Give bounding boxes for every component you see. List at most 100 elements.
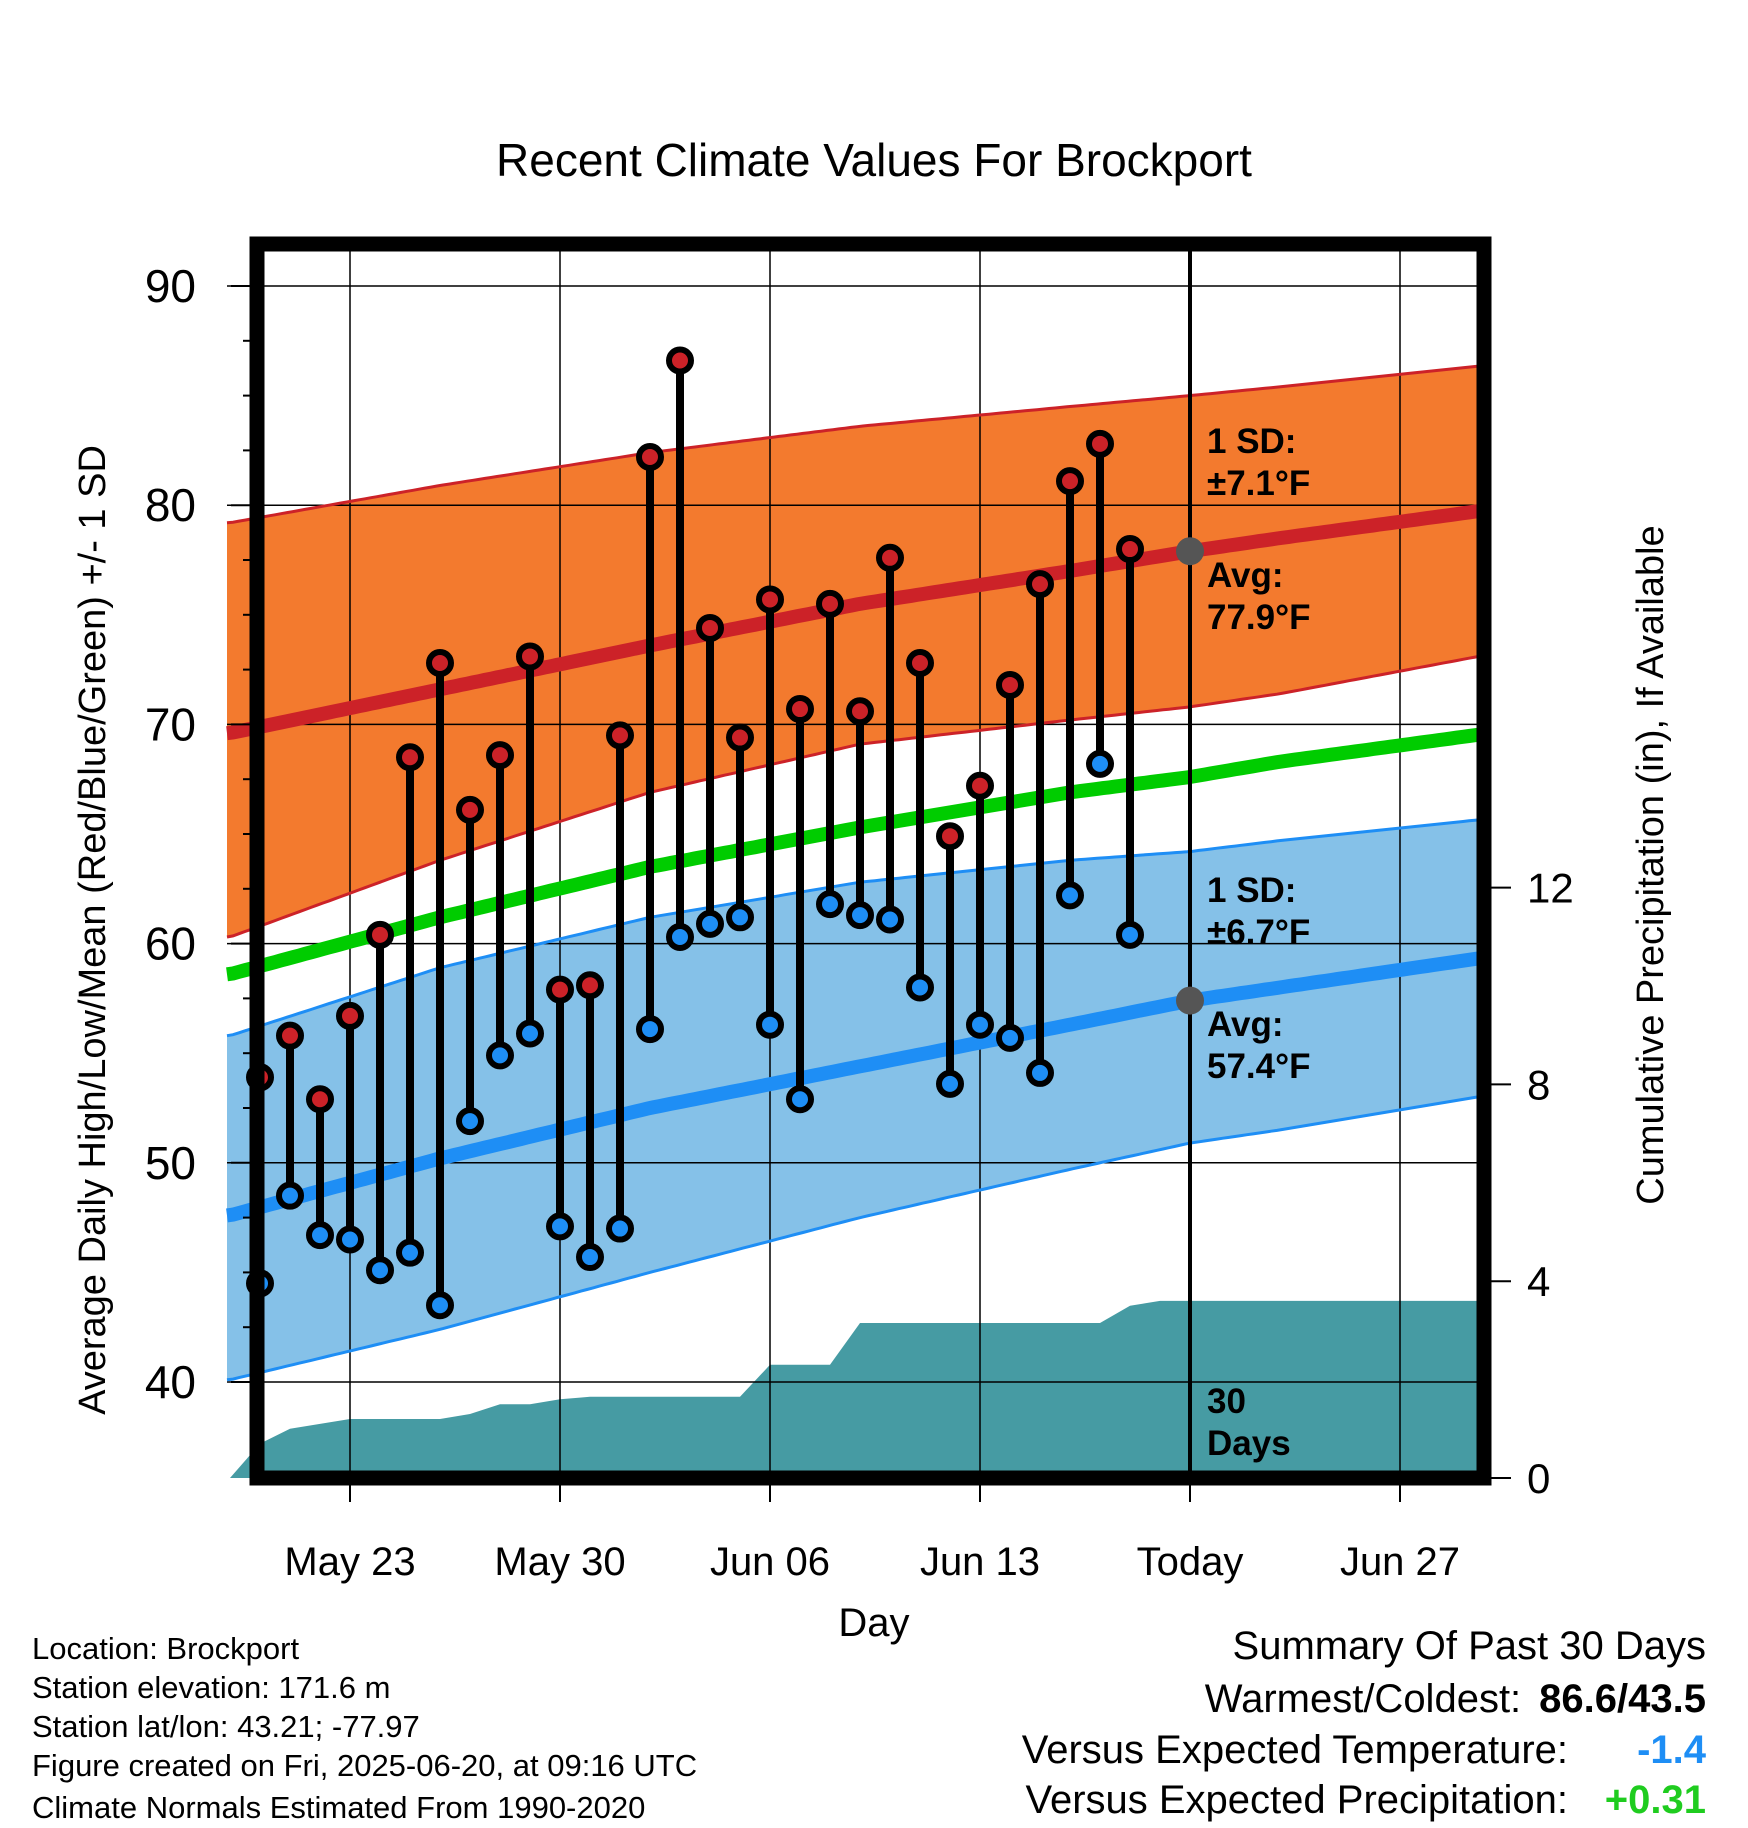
- x-axis-label: Day: [838, 1601, 909, 1645]
- days-annotation-value: Days: [1207, 1424, 1291, 1463]
- observed-low-point: [546, 1212, 574, 1241]
- y-tick-label: 80: [145, 479, 196, 531]
- low-sd-annotation-label: 1 SD:: [1207, 871, 1296, 910]
- observed-high-point: [726, 723, 754, 752]
- precip-area: [230, 1300, 1484, 1478]
- y-tick-label: 70: [145, 698, 196, 750]
- high-sd-annotation-label: 1 SD:: [1207, 422, 1296, 461]
- y2-tick-label: 4: [1527, 1258, 1550, 1305]
- footer-normals: Climate Normals Estimated From 1990-2020: [32, 1790, 646, 1825]
- plot-frame: [249, 236, 1492, 1486]
- low-sd-annotation-value: ±6.7°F: [1207, 913, 1310, 952]
- observed-low-point: [936, 1069, 964, 1098]
- observed-low-point: [756, 1010, 784, 1039]
- observed-low-point: [906, 973, 934, 1002]
- warm-cold-value: 86.6/43.5: [1539, 1677, 1706, 1721]
- observed-high-point: [606, 721, 634, 750]
- chart-title: Recent Climate Values For Brockport: [496, 134, 1252, 186]
- today-high-avg-point: [1176, 537, 1204, 566]
- low-avg-annotation: Avg:57.4°F: [1207, 1005, 1311, 1086]
- observed-high-point: [456, 795, 484, 824]
- summary-precip: Versus Expected Precipitation: +0.31: [1025, 1780, 1706, 1820]
- x-tick-label: May 23: [284, 1540, 415, 1584]
- observed-low-point: [876, 905, 904, 934]
- summary-title: Summary Of Past 30 Days: [1233, 1626, 1706, 1666]
- high-sd-band: [227, 365, 1481, 937]
- observed-high-point: [486, 741, 514, 770]
- observed-high-point: [876, 543, 904, 572]
- today-low-avg-point: [1176, 986, 1204, 1015]
- y-axis-label: Average Daily High/Low/Mean (Red/Blue/Gr…: [72, 445, 114, 1415]
- high-avg-annotation-value: 77.9°F: [1207, 598, 1311, 637]
- observed-high-point: [786, 695, 814, 724]
- observed-high-point: [846, 697, 874, 726]
- y-tick-label: 90: [145, 260, 196, 312]
- summary-temp: Versus Expected Temperature: -1.4: [1022, 1730, 1706, 1770]
- footer-created: Figure created on Fri, 2025-06-20, at 09…: [32, 1748, 698, 1783]
- x-tick-label: May 30: [494, 1540, 625, 1584]
- x-tick-label: Jun 13: [920, 1540, 1040, 1584]
- observed-low-point: [576, 1243, 604, 1272]
- observed-low-point: [366, 1256, 394, 1285]
- observed-high-point: [1026, 570, 1054, 599]
- low-avg-annotation-label: Avg:: [1207, 1005, 1283, 1044]
- summary-warm-cold: Warmest/Coldest: 86.6/43.5: [1205, 1679, 1706, 1719]
- y-tick-label: 40: [145, 1356, 196, 1408]
- observed-low-point: [1056, 881, 1084, 910]
- observed-low-point: [996, 1023, 1024, 1052]
- observed-low-point: [276, 1181, 304, 1210]
- precip-label: Versus Expected Precipitation:: [1025, 1778, 1568, 1822]
- observed-high-point: [906, 649, 934, 678]
- observed-low-point: [1026, 1058, 1054, 1087]
- observed-low-point: [1116, 920, 1144, 949]
- high-sd-annotation: 1 SD:±7.1°F: [1207, 422, 1310, 503]
- observed-high-point: [306, 1085, 334, 1114]
- observed-high-point: [816, 589, 844, 618]
- observed-high-point: [396, 743, 424, 772]
- high-sd-annotation-value: ±7.1°F: [1207, 464, 1310, 503]
- observed-high-point: [1056, 467, 1084, 496]
- y2-axis-label: Cumulative Precipitation (in), If Availa…: [1630, 525, 1672, 1204]
- low-avg-annotation-value: 57.4°F: [1207, 1047, 1311, 1086]
- temp-label: Versus Expected Temperature:: [1021, 1728, 1568, 1772]
- observed-high-point: [756, 585, 784, 614]
- observed-high-point: [666, 346, 694, 375]
- high-upper-line: [226, 364, 1482, 525]
- observed-low-point: [726, 903, 754, 932]
- x-tick-label: Jun 27: [1340, 1540, 1460, 1584]
- high-avg-annotation: Avg:77.9°F: [1207, 556, 1311, 637]
- observed-low-point: [846, 901, 874, 930]
- observed-high-point: [996, 670, 1024, 699]
- observed-low-point: [786, 1085, 814, 1114]
- observed-low-point: [516, 1019, 544, 1048]
- low-sd-band: [227, 819, 1481, 1380]
- observed-high-point: [336, 1001, 364, 1030]
- observed-low-point: [696, 909, 724, 938]
- footer-location: Location: Brockport: [32, 1631, 300, 1666]
- observed-high-point: [576, 971, 604, 1000]
- observed-high-point: [516, 642, 544, 671]
- observed-high-point: [1116, 535, 1144, 564]
- summary-title-text: Summary Of Past 30 Days: [1232, 1624, 1706, 1668]
- y2-tick-label: 0: [1527, 1455, 1550, 1502]
- y-tick-label: 60: [145, 918, 196, 970]
- x-tick-label: Jun 06: [710, 1540, 830, 1584]
- observed-low-point: [426, 1291, 454, 1320]
- observed-high-point: [966, 771, 994, 800]
- observed-low-point: [456, 1107, 484, 1136]
- footer-latlon: Station lat/lon: 43.21; -77.97: [32, 1709, 420, 1744]
- observed-high-point: [936, 822, 964, 851]
- observed-low-point: [606, 1214, 634, 1243]
- x-tick-label: Today: [1137, 1540, 1244, 1584]
- observed-high-point: [546, 975, 574, 1004]
- days-annotation-label: 30: [1207, 1382, 1246, 1421]
- observed-low-point: [666, 923, 694, 952]
- observed-high-point: [1086, 429, 1114, 458]
- footer-elevation: Station elevation: 171.6 m: [32, 1670, 391, 1705]
- high-avg-annotation-label: Avg:: [1207, 556, 1283, 595]
- observed-high-point: [426, 649, 454, 678]
- observed-low-point: [636, 1015, 664, 1044]
- precip-value: +0.31: [1604, 1778, 1706, 1822]
